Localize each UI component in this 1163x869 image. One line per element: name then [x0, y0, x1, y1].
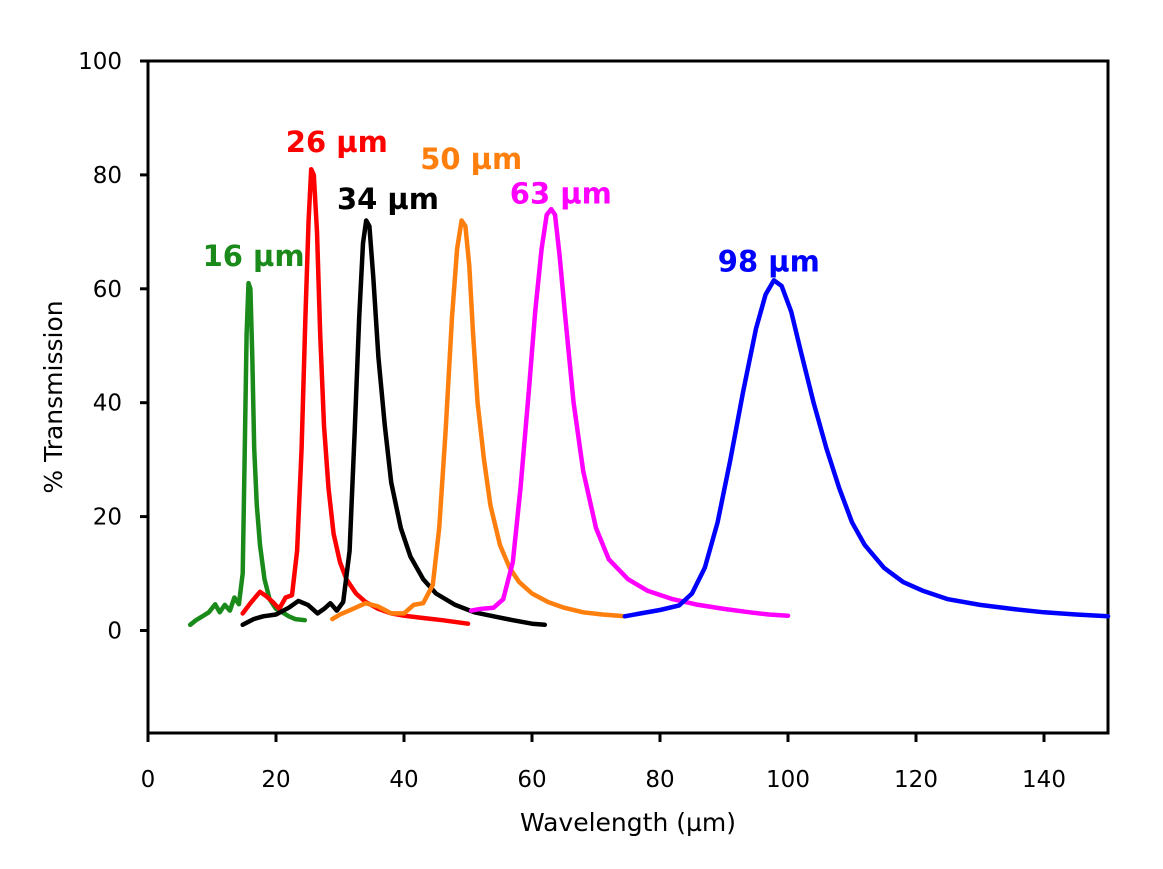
- x-tick-label: 120: [894, 767, 938, 793]
- y-tick-label: 0: [107, 618, 122, 644]
- peak-label-98-m: 98 µm: [718, 245, 820, 279]
- y-tick-label: 60: [93, 277, 122, 303]
- series-line-63-m: [468, 206, 791, 618]
- peak-label-50-m: 50 µm: [420, 142, 522, 176]
- x-tick-label: 100: [766, 767, 810, 793]
- series-line-50-m: [330, 218, 628, 622]
- x-tick-label: 140: [1022, 767, 1066, 793]
- x-tick-label: 80: [645, 767, 674, 793]
- y-tick-label: 40: [93, 391, 122, 417]
- x-tick-label: 40: [389, 767, 418, 793]
- y-tick-label: 80: [93, 163, 122, 189]
- series-line-98-m: [622, 278, 1111, 619]
- peak-label-26-m: 26 µm: [286, 125, 388, 159]
- x-axis-ticks: 0 20 40 60 80 100 120 140: [141, 733, 1066, 793]
- series-line-34-m: [240, 218, 548, 628]
- series-line-16-m: [187, 280, 308, 628]
- peak-label-34-m: 34 µm: [337, 182, 439, 216]
- peak-label-16-m: 16 µm: [203, 239, 305, 273]
- y-axis-title: % Transmission: [39, 300, 68, 493]
- x-tick-label: 60: [517, 767, 546, 793]
- y-tick-label: 100: [78, 49, 122, 75]
- plot-frame: [146, 59, 1110, 735]
- x-axis-title: Wavelength (µm): [520, 808, 736, 837]
- peak-label-63-m: 63 µm: [510, 176, 612, 210]
- x-tick-label: 0: [141, 767, 156, 793]
- y-tick-label: 20: [93, 505, 122, 531]
- series-layer: [187, 166, 1111, 628]
- y-axis-ticks: 0 20 40 60 80 100: [78, 49, 148, 644]
- x-tick-label: 20: [261, 767, 290, 793]
